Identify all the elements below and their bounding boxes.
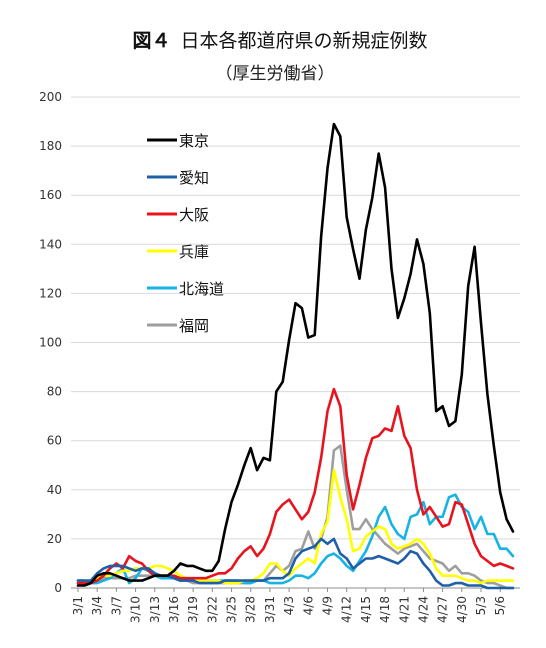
chart-title: 図４ 日本各都道府県の新規症例数 (132, 30, 427, 52)
x-tick-label: 4/18 (378, 596, 392, 623)
legend-label: 愛知 (179, 169, 209, 187)
x-tick-label: 3/16 (167, 596, 181, 623)
series-line-5 (76, 444, 515, 590)
y-tick-label: 60 (47, 434, 62, 448)
x-tick-label: 4/12 (340, 596, 354, 623)
series-lines (76, 122, 515, 590)
legend-label: 東京 (179, 132, 209, 150)
x-tick-label: 3/31 (263, 596, 277, 623)
legend-label: 大阪 (179, 206, 209, 224)
x-tick-label: 4/3 (282, 596, 296, 615)
x-tick-label: 4/24 (416, 596, 430, 623)
x-tick-label: 5/6 (493, 596, 507, 615)
figure-number: 図４ (132, 30, 170, 52)
x-tick-label: 4/21 (397, 596, 411, 623)
chart-subtitle: （厚生労働省） (216, 64, 335, 84)
y-tick-label: 160 (39, 188, 62, 202)
x-tick-label: 4/27 (436, 596, 450, 623)
y-tick-label: 140 (39, 237, 62, 251)
legend-label: 兵庫 (179, 243, 209, 261)
y-tick-label: 180 (39, 139, 62, 153)
x-tick-label: 3/19 (186, 596, 200, 623)
chart-title-text: 日本各都道府県の新規症例数 (181, 30, 428, 52)
series-line-2 (76, 387, 515, 585)
series-line-1 (76, 537, 515, 590)
y-tick-label: 100 (39, 336, 62, 350)
x-tick-label: 3/22 (205, 596, 219, 623)
legend-label: 北海道 (179, 280, 224, 298)
y-tick-label: 20 (47, 532, 62, 546)
x-tick-label: 3/1 (71, 596, 85, 615)
legend-label: 福岡 (179, 317, 209, 335)
series-line-0 (76, 122, 515, 587)
x-tick-label: 3/13 (148, 596, 162, 623)
y-tick-label: 200 (39, 90, 62, 104)
x-tick-label: 3/7 (109, 596, 123, 615)
x-tick-label: 4/6 (301, 596, 315, 615)
y-tick-label: 80 (47, 385, 62, 399)
x-axis: 3/1 3/4 3/7 3/10 3/13 3/16 3/19 3/22 3/25 3/28 3/3… (71, 587, 520, 623)
x-tick-label: 4/9 (320, 596, 334, 615)
y-tick-label: 120 (39, 286, 62, 300)
x-tick-label: 4/15 (359, 596, 373, 623)
x-tick-label: 3/28 (244, 596, 258, 623)
x-tick-label: 3/25 (225, 596, 239, 623)
x-tick-label: 3/4 (90, 596, 104, 615)
grid (71, 96, 520, 540)
x-tick-label: 4/30 (455, 596, 469, 623)
x-tick-label: 3/10 (129, 596, 143, 623)
x-tick-label: 5/3 (474, 596, 488, 615)
y-tick-label: 0 (54, 581, 62, 595)
series-line-3 (76, 468, 515, 585)
y-tick-label: 40 (47, 483, 62, 497)
y-axis: 0 20 40 60 80 100 120 140 160 180 200 (39, 90, 62, 595)
